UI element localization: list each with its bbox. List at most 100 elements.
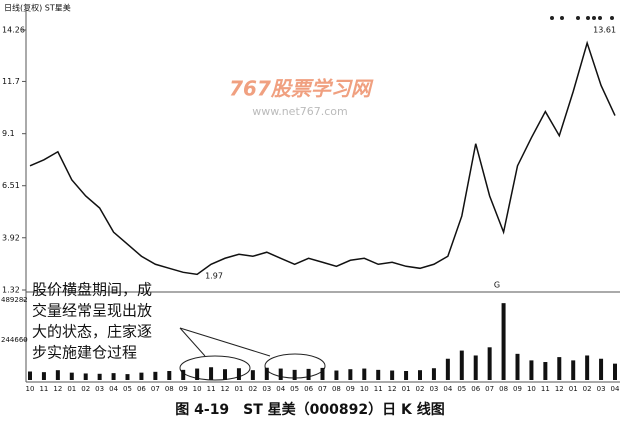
volume-bar [195,368,200,380]
volume-bar [264,367,269,380]
x-tick-label: 02 [248,385,257,393]
x-tick-label: 10 [193,385,202,393]
volume-bar [487,347,492,380]
x-tick-label: 04 [443,385,452,393]
volume-bar [320,367,325,380]
volume-bar [69,372,74,380]
volume-bar [404,371,409,380]
y-tick-label: 11.7 [2,77,20,86]
volume-bar [473,355,478,380]
watermark: 767股票学习网 [229,77,374,101]
x-tick-label: 10 [26,385,35,393]
volume-bar [83,373,88,380]
x-tick-label: 10 [527,385,536,393]
x-tick-label: 01 [402,385,411,393]
volume-bar [599,358,604,380]
y-tick-label: 14.26 [2,26,25,35]
volume-bar [501,303,506,380]
volume-bar [223,369,227,380]
annotation-text: 股价横盘期间，成 [32,281,152,299]
x-tick-label: 12 [388,385,397,393]
x-tick-label: 10 [360,385,369,393]
x-tick-label: 11 [39,385,48,393]
annotation-text: 交量经常呈现出放 [32,302,152,320]
volume-bar [445,358,450,380]
high-label: 13.61 [593,26,616,35]
volume-bar [181,369,186,380]
volume-bar [571,360,576,380]
y-tick-label: 3.92 [2,233,20,242]
chart-title: 日线(复权) ST星美 [4,3,71,13]
x-tick-label: 05 [123,385,132,393]
annotation-text: 大的状态，庄家逐 [32,323,152,341]
x-tick-label: 12 [53,385,62,393]
low-label: 1.97 [205,272,223,281]
volume-bar [125,374,130,380]
x-tick-label: 04 [611,385,620,393]
x-tick-label: 01 [234,385,243,393]
x-tick-label: 07 [318,385,327,393]
watermark-url: www.net767.com [252,105,348,118]
caption: 图 4-19 ST 星美（000892）日 K 线图 [175,401,444,418]
x-tick-label: 11 [541,385,550,393]
x-tick-label: 05 [457,385,466,393]
y-tick-label: 1.32 [2,286,20,295]
x-tick-label: 04 [109,385,118,393]
x-tick-label: 01 [569,385,578,393]
volume-bar [348,369,353,380]
x-tick-label: 03 [429,385,438,393]
volume-bar [585,355,590,380]
volume-bar [41,372,46,380]
volume-bar [153,371,158,380]
volume-bar [167,371,172,380]
y-tick-label: 6.51 [2,181,20,190]
x-tick-label: 02 [583,385,592,393]
volume-bar [543,362,548,380]
x-tick-label: 01 [67,385,76,393]
volume-bar [334,370,339,380]
volume-bar [459,350,464,380]
volume-bar [431,368,436,380]
volume-bar [139,372,144,380]
volume-bar [362,368,367,380]
x-tick-label: 11 [374,385,383,393]
x-tick-label: 09 [179,385,188,393]
x-tick-label: 07 [151,385,160,393]
y-tick-label: 9.1 [2,129,15,138]
y-tick-label: 244660 [1,336,28,344]
volume-bar [97,373,102,380]
x-tick-label: 06 [137,385,146,393]
volume-bar [250,370,255,380]
x-tick-label: 07 [485,385,494,393]
marker-dots [550,16,614,20]
volume-bar [390,370,395,380]
x-tick-label: 02 [416,385,425,393]
volume-bar [529,360,534,380]
x-tick-label: 04 [276,385,285,393]
x-tick-label: 12 [555,385,564,393]
x-tick-label: 06 [471,385,480,393]
x-tick-label: 11 [207,385,216,393]
x-tick-label: 03 [95,385,104,393]
x-tick-label: 05 [290,385,299,393]
x-tick-label: 09 [346,385,355,393]
annotation-text: 步实施建仓过程 [32,344,137,362]
volume-bar [557,357,562,380]
volume-bar [292,369,297,380]
volume-bar [515,353,520,380]
volume-bar [111,373,116,380]
x-tick-label: 06 [304,385,313,393]
x-tick-label: 08 [165,385,174,393]
price-line [29,40,616,276]
x-tick-label: 08 [332,385,341,393]
event-label: G [494,281,500,290]
y-tick-label: 489282 [1,296,28,304]
x-tick-label: 12 [221,385,230,393]
volume-bar [418,370,422,380]
volume-bar [613,363,617,380]
volume-bar [278,368,283,380]
volume-bar [209,367,214,380]
x-tick-label: 03 [262,385,271,393]
x-tick-label: 08 [499,385,508,393]
